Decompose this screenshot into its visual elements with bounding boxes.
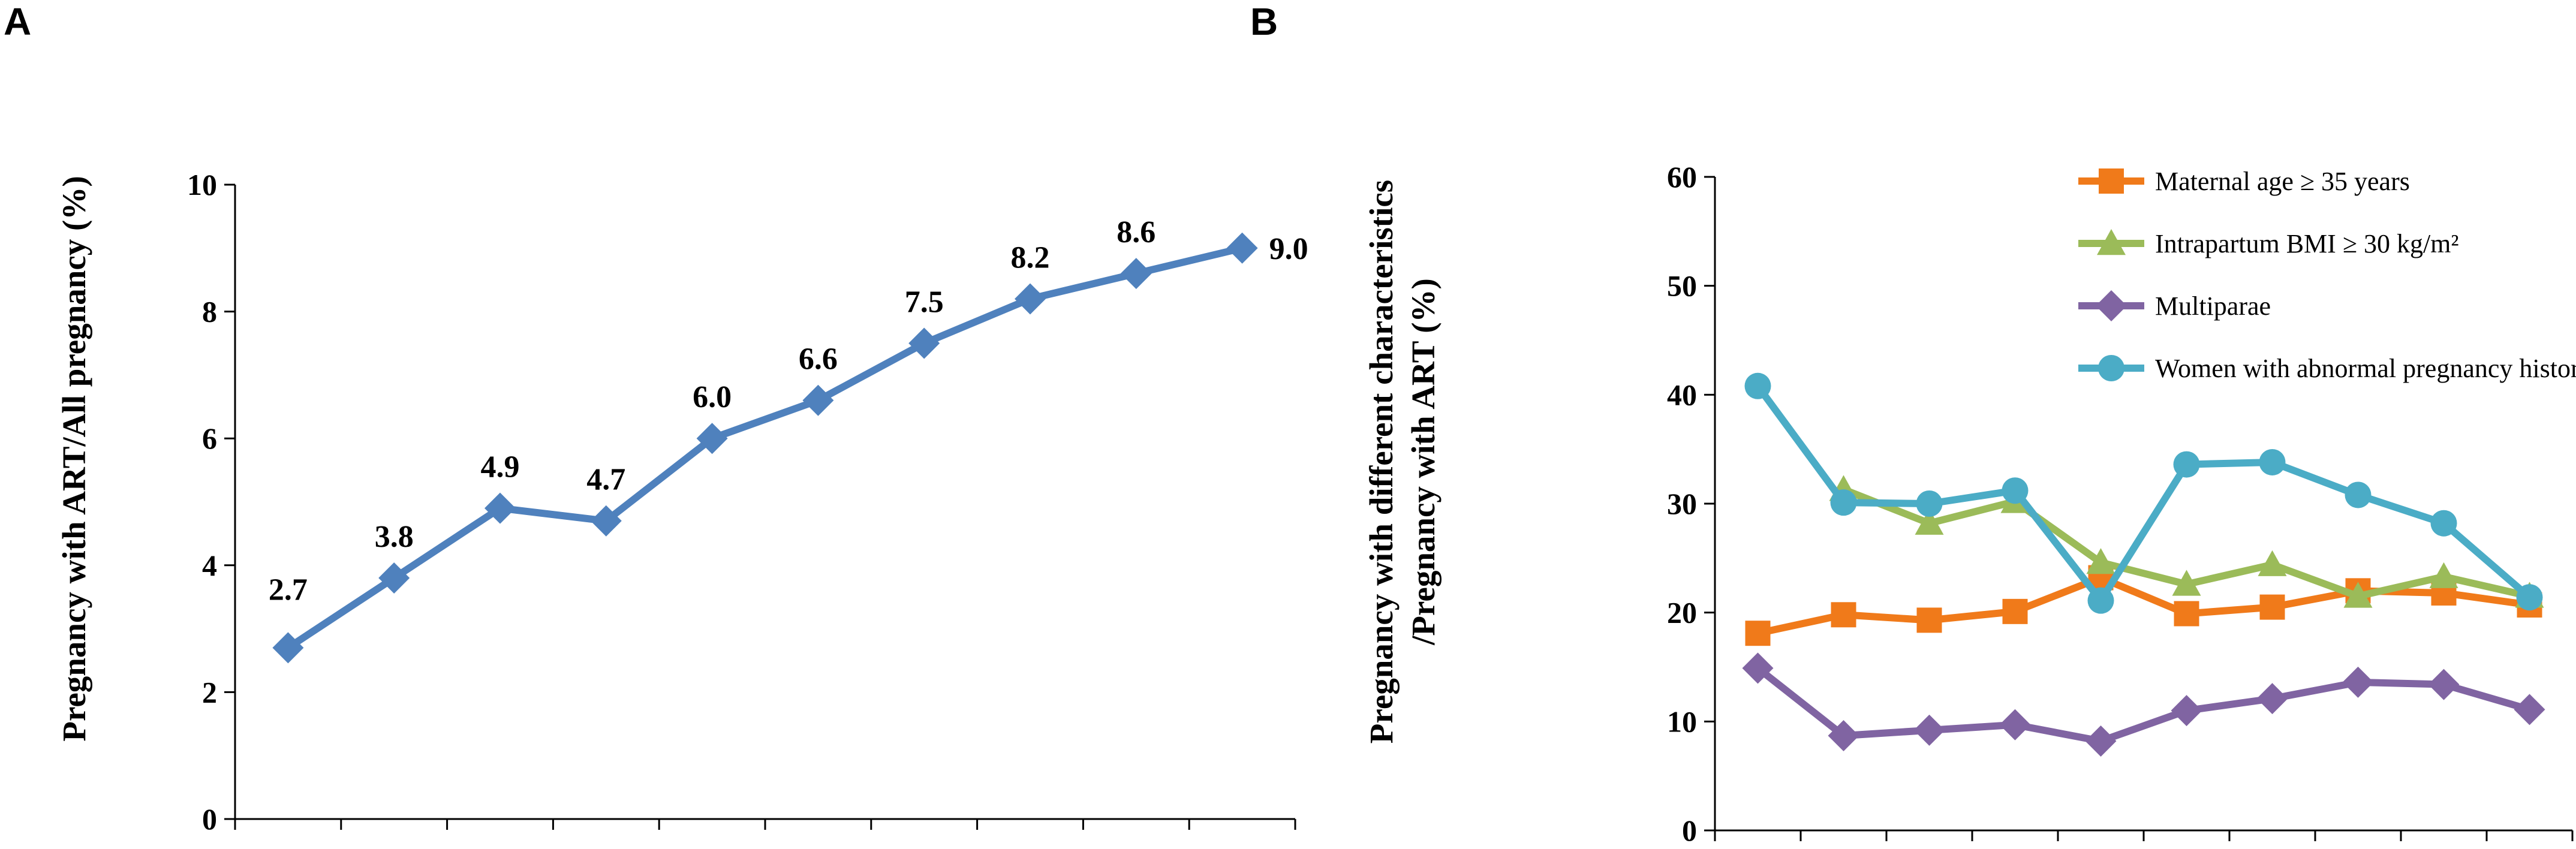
chart-b: 0102030405060201120122013201420152016201…: [1667, 160, 2576, 847]
chart-b-ylabel-line1: Pregnancy with different characteristics: [1363, 180, 1400, 743]
x-tick-label: 2019: [1106, 843, 1166, 849]
series-line-3: [1754, 382, 2533, 604]
data-label: 6.6: [799, 342, 838, 377]
x-tick-label: 2020: [1212, 843, 1272, 849]
data-point-3-4: [2087, 587, 2114, 614]
x-tick-label: 2013: [470, 843, 530, 849]
legend-marker-0: [2099, 168, 2124, 194]
data-point-0-6: [2259, 594, 2285, 620]
y-tick-label: 10: [1667, 705, 1697, 738]
panel-label-b: B: [1250, 0, 1278, 43]
data-label: 3.8: [375, 520, 414, 554]
legend-marker-2: [2096, 290, 2127, 321]
data-point-2-2: [1913, 714, 1945, 746]
y-tick-label: 60: [1667, 160, 1697, 194]
data-point-2-0: [1742, 652, 1774, 684]
series-line-2: [1754, 664, 2533, 745]
data-point-0-0: [272, 632, 304, 664]
legend-marker-1: [2097, 229, 2126, 255]
data-point-3-9: [2516, 584, 2543, 611]
legend-label-3: Women with abnormal pregnancy history: [2155, 354, 2576, 383]
y-tick-label: 10: [187, 168, 217, 201]
data-point-2-1: [1828, 719, 1859, 751]
data-point-0-1: [378, 562, 410, 594]
data-point-2-8: [2428, 669, 2460, 700]
y-tick-label: 6: [202, 422, 217, 455]
legend-label-0: Maternal age ≥ 35 years: [2155, 167, 2410, 196]
data-label: 4.9: [481, 450, 520, 484]
data-point-0-0: [1745, 621, 1771, 646]
data-label: 4.7: [586, 463, 625, 497]
series-line-0: [1754, 574, 2533, 637]
y-tick-label: 0: [1682, 814, 1697, 847]
data-point-1-4: [2086, 548, 2115, 574]
y-tick-label: 8: [202, 295, 217, 329]
x-tick-label: 2017: [894, 843, 954, 849]
data-point-0-4: [696, 423, 728, 454]
data-point-3-2: [1916, 490, 1943, 517]
x-tick-label: 2018: [1000, 843, 1060, 849]
data-point-2-7: [2342, 666, 2374, 698]
series-line-0: [284, 244, 1246, 652]
x-tick-label: 2016: [788, 843, 848, 849]
data-point-0-9: [1226, 232, 1258, 264]
data-point-2-4: [2085, 725, 2117, 757]
x-tick-label: 2015: [682, 843, 742, 849]
data-label: 9.0: [1269, 232, 1308, 266]
y-tick-label: 0: [202, 802, 217, 836]
data-point-3-7: [2345, 481, 2372, 508]
y-tick-label: 20: [1667, 596, 1697, 630]
data-point-2-9: [2514, 694, 2545, 725]
data-label: 7.5: [905, 285, 944, 320]
data-label: 8.2: [1011, 240, 1050, 275]
data-point-0-2: [1916, 607, 1942, 633]
data-point-0-1: [1831, 602, 1856, 628]
data-point-0-5: [802, 384, 834, 416]
data-point-0-2: [484, 492, 516, 524]
data-point-2-5: [2171, 695, 2202, 727]
data-point-3-3: [2002, 477, 2029, 504]
chart-a: 0 2 4 6 8 10 2011 2012 2013 2014 2015 2016 2017 2018 2…: [187, 168, 1308, 849]
data-point-3-0: [1744, 372, 1771, 399]
data-point-1-8: [2429, 562, 2458, 588]
data-point-0-5: [2174, 601, 2199, 627]
data-point-0-3: [590, 505, 622, 537]
y-tick-label: 40: [1667, 378, 1697, 411]
data-point-2-6: [2256, 683, 2288, 715]
chart-a-ylabel: Pregnancy with ART/All pregnancy (%): [56, 176, 92, 741]
x-tick-label: 2011: [259, 843, 317, 849]
data-point-1-5: [2172, 570, 2201, 596]
y-tick-label: 50: [1667, 269, 1697, 303]
legend-marker-3: [2098, 355, 2124, 381]
data-point-1-6: [2258, 550, 2287, 576]
chart-b-ylabel-line2: /Pregnancy with ART (%): [1405, 278, 1442, 646]
data-label: 6.0: [693, 380, 732, 414]
y-tick-label: 4: [202, 549, 217, 582]
data-point-1-7: [2343, 582, 2373, 608]
data-point-1-2: [1915, 508, 1944, 535]
data-point-3-6: [2259, 448, 2286, 475]
data-point-3-5: [2173, 451, 2200, 478]
y-tick-label: 2: [202, 675, 217, 709]
legend-label-2: Multiparae: [2155, 291, 2271, 321]
data-point-0-6: [908, 327, 940, 359]
data-point-0-3: [2002, 598, 2028, 624]
data-point-3-1: [1830, 489, 1857, 516]
legend-label-1: Intrapartum BMI ≥ 30 kg/m²: [2155, 229, 2459, 258]
x-tick-label: 2014: [576, 843, 636, 849]
data-point-3-8: [2430, 510, 2457, 537]
data-label: 2.7: [269, 573, 308, 607]
data-point-2-3: [1999, 709, 2031, 740]
y-tick-label: 30: [1667, 487, 1697, 520]
data-point-0-8: [1120, 258, 1152, 290]
x-tick-label: 2012: [364, 843, 424, 849]
panel-label-a: A: [4, 0, 31, 43]
data-label: 8.6: [1117, 215, 1155, 249]
data-point-0-7: [1015, 283, 1046, 315]
